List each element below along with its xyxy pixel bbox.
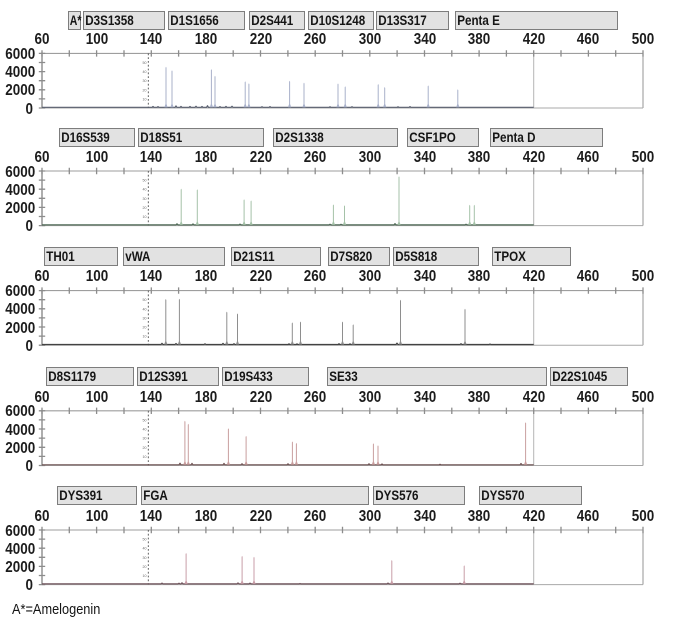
svg-text:40: 40 — [143, 428, 147, 432]
svg-text:20: 20 — [143, 565, 147, 569]
svg-text:50: 50 — [143, 418, 147, 422]
svg-text:50: 50 — [143, 298, 147, 302]
svg-text:20: 20 — [143, 206, 147, 210]
svg-text:50: 50 — [143, 538, 147, 542]
svg-text:20: 20 — [143, 446, 147, 450]
svg-text:10: 10 — [143, 335, 147, 339]
svg-text:50: 50 — [143, 61, 147, 65]
svg-text:30: 30 — [143, 79, 147, 83]
svg-text:20: 20 — [143, 326, 147, 330]
svg-text:10: 10 — [143, 455, 147, 459]
svg-text:40: 40 — [143, 70, 147, 74]
svg-text:40: 40 — [143, 307, 147, 311]
svg-text:10: 10 — [143, 574, 147, 578]
svg-text:30: 30 — [143, 556, 147, 560]
svg-text:10: 10 — [143, 215, 147, 219]
svg-text:30: 30 — [143, 437, 147, 441]
svg-text:10: 10 — [143, 97, 147, 101]
svg-text:20: 20 — [143, 88, 147, 92]
svg-text:40: 40 — [143, 547, 147, 551]
svg-text:50: 50 — [143, 179, 147, 183]
svg-text:30: 30 — [143, 316, 147, 320]
svg-text:40: 40 — [143, 188, 147, 192]
svg-text:30: 30 — [143, 197, 147, 201]
